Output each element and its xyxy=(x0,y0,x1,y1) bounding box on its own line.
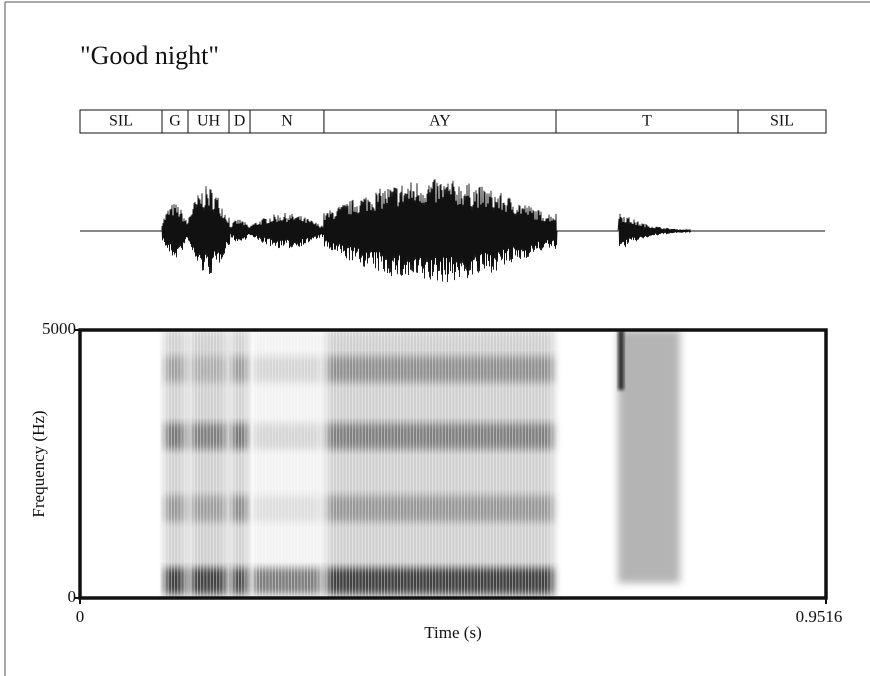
x-axis-label: Time (s) xyxy=(424,623,481,642)
segment-label: N xyxy=(281,113,293,130)
formant xyxy=(191,356,226,382)
formant xyxy=(191,423,226,449)
segment-label: T xyxy=(642,113,652,130)
segment-label: SIL xyxy=(770,113,794,130)
burst xyxy=(618,330,680,583)
segment-label: SIL xyxy=(109,113,133,130)
y-tick-label: 5000 xyxy=(42,319,76,338)
formant xyxy=(191,568,226,594)
segment-label: UH xyxy=(197,113,221,130)
spectrogram xyxy=(80,330,826,598)
burst-onset xyxy=(618,330,624,390)
formant xyxy=(191,496,226,522)
x-tick-label: 0 xyxy=(76,607,85,626)
figure: "Good night" Time (s) Frequency (Hz) SIL… xyxy=(0,0,870,676)
segment-label: AY xyxy=(429,113,451,130)
segment-label: D xyxy=(234,113,246,130)
title: "Good night" xyxy=(80,41,219,70)
x-tick-label: 0.9516 xyxy=(796,607,843,626)
segment-label: G xyxy=(169,113,181,130)
waveform xyxy=(80,179,825,282)
y-tick-label: 0 xyxy=(68,587,77,606)
y-axis-label: Frequency (Hz) xyxy=(29,410,48,517)
